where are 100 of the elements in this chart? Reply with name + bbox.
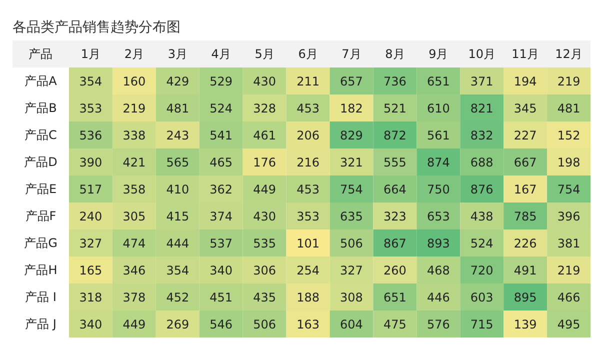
data-label: 491 [514,264,537,278]
data-label: 465 [210,156,233,170]
data-label: 254 [296,264,320,278]
x-tick-label: 3月 [168,47,188,61]
data-label: 604 [340,318,363,332]
data-label: 378 [122,290,146,304]
data-label: 506 [253,318,276,332]
data-label: 635 [340,210,363,224]
data-label: 750 [426,182,450,196]
data-label: 318 [79,290,102,304]
data-label: 269 [166,318,190,332]
data-label: 435 [253,290,276,304]
data-label: 895 [514,290,537,304]
data-label: 535 [253,236,276,250]
data-label: 338 [122,128,146,142]
data-label: 219 [122,102,146,116]
data-label: 167 [514,182,537,196]
data-label: 536 [79,128,102,142]
data-label: 198 [557,156,580,170]
data-label: 305 [122,210,146,224]
data-label: 327 [340,264,363,278]
data-label: 453 [296,182,320,196]
data-label: 829 [340,128,363,142]
y-tick-label: 产品E [24,182,57,196]
x-tick-label: 11月 [512,47,539,61]
data-label: 323 [383,210,406,224]
data-label: 657 [340,74,363,88]
data-label: 546 [210,318,233,332]
data-label: 541 [210,128,233,142]
data-label: 876 [470,182,494,196]
data-label: 410 [166,182,190,196]
data-label: 429 [166,74,190,88]
data-label: 240 [79,210,102,224]
data-label: 321 [340,156,363,170]
y-tick-label: 产品G [24,236,58,250]
data-label: 165 [79,264,102,278]
x-tick-label: 12月 [555,47,582,61]
data-label: 495 [557,318,580,332]
data-label: 101 [296,236,320,250]
data-label: 736 [383,74,406,88]
data-label: 785 [514,210,537,224]
data-label: 461 [253,128,276,142]
data-label: 667 [514,156,537,170]
data-label: 874 [426,156,450,170]
data-label: 182 [340,102,363,116]
data-label: 219 [557,74,580,88]
y-tick-label: 产品B [24,101,57,115]
data-label: 396 [557,210,580,224]
y-tick-label: 产品 I [25,290,56,304]
data-label: 438 [470,210,494,224]
data-label: 216 [296,156,320,170]
data-label: 561 [426,128,450,142]
data-label: 537 [210,236,233,250]
data-label: 754 [340,182,363,196]
data-label: 576 [426,318,450,332]
data-label: 353 [296,210,320,224]
data-label: 227 [514,128,537,142]
x-tick-label: 8月 [385,47,405,61]
data-label: 211 [296,74,320,88]
data-label: 475 [383,318,406,332]
data-label: 529 [210,74,233,88]
data-label: 430 [253,210,276,224]
data-label: 444 [166,236,190,250]
data-label: 715 [470,318,494,332]
data-label: 466 [557,290,580,304]
data-label: 474 [122,236,146,250]
data-label: 139 [514,318,537,332]
data-label: 243 [166,128,190,142]
data-label: 449 [122,318,146,332]
data-label: 506 [340,236,363,250]
data-label: 176 [253,156,276,170]
x-tick-label: 9月 [428,47,448,61]
x-tick-label: 10月 [468,47,496,61]
data-label: 260 [383,264,406,278]
data-label: 867 [383,236,406,250]
data-label: 832 [470,128,494,142]
data-label: 340 [79,318,102,332]
data-label: 893 [426,236,450,250]
data-label: 653 [426,210,450,224]
y-tick-label: 产品C [24,128,57,142]
data-label: 188 [296,290,320,304]
data-label: 353 [79,102,102,116]
data-label: 381 [557,236,580,250]
data-label: 226 [514,236,537,250]
data-label: 610 [426,102,450,116]
data-label: 362 [210,182,233,196]
data-label: 354 [79,74,102,88]
data-label: 206 [296,128,320,142]
data-label: 358 [122,182,146,196]
data-label: 345 [514,102,537,116]
data-label: 481 [557,102,580,116]
x-tick-label: 7月 [342,47,362,61]
data-label: 160 [122,74,146,88]
x-tick-label: 5月 [254,47,274,61]
data-label: 524 [210,102,233,116]
data-label: 308 [340,290,363,304]
y-tick-label: 产品 J [25,317,56,331]
x-tick-label: 2月 [124,47,144,61]
data-label: 481 [166,102,190,116]
data-label: 451 [210,290,233,304]
